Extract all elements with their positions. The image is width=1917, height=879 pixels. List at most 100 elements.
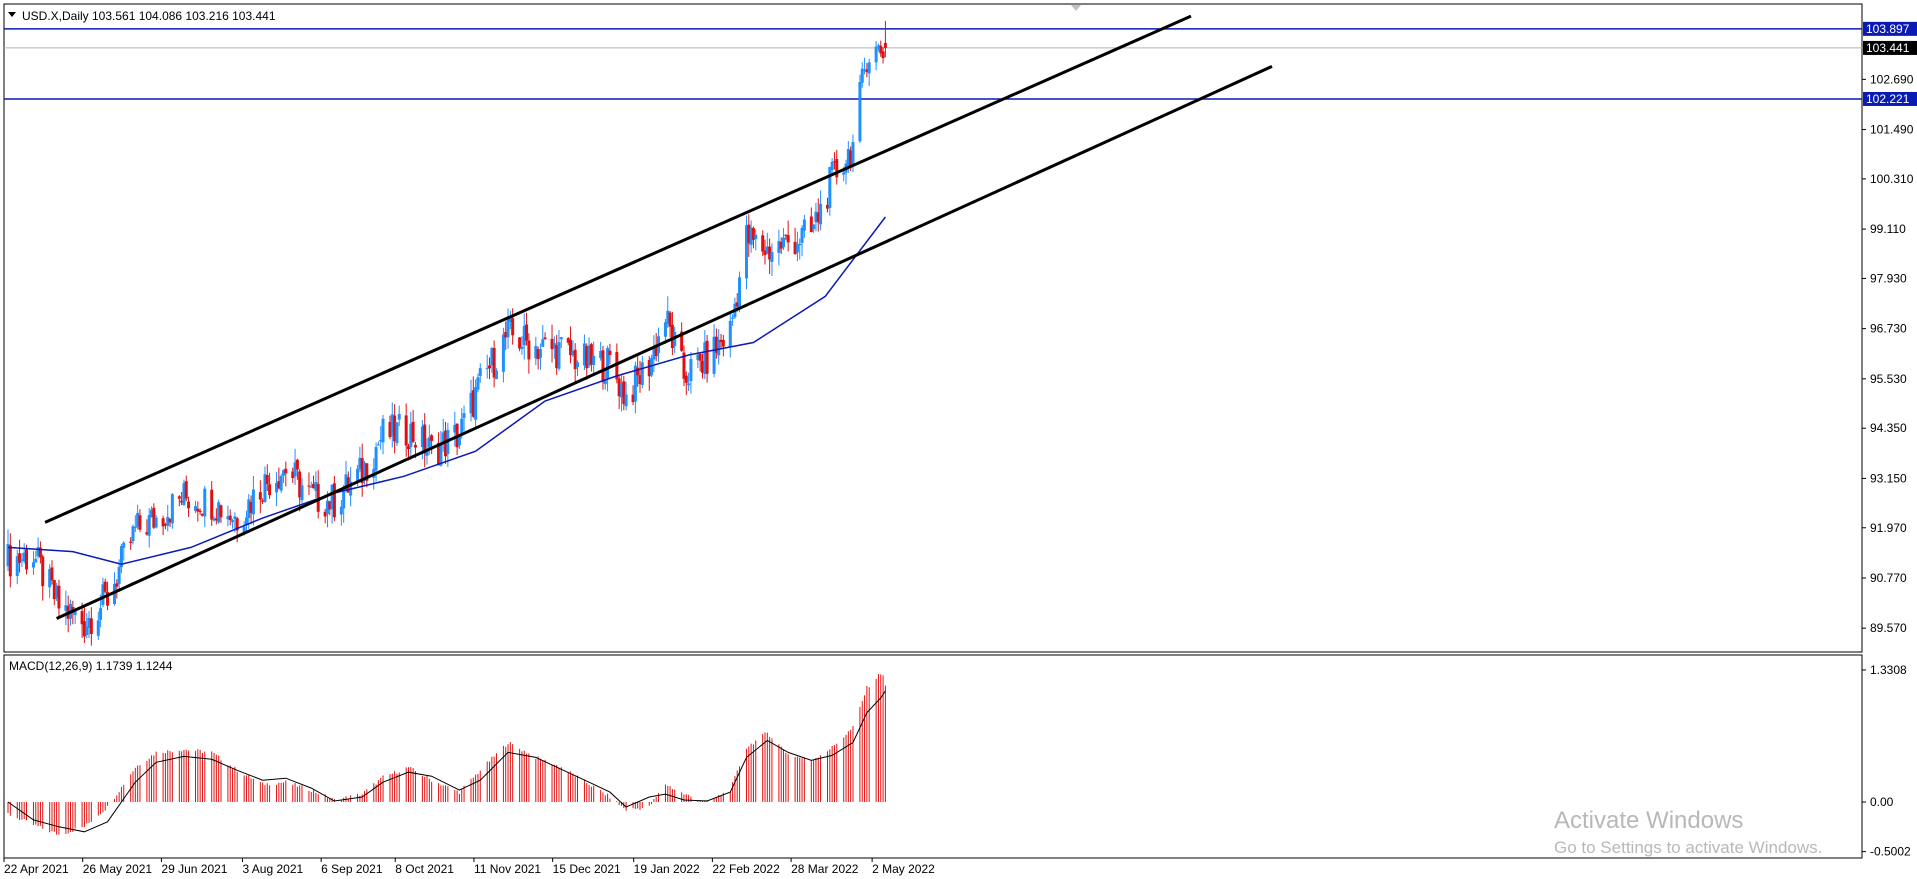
candle-body	[471, 390, 475, 417]
candle-body	[876, 45, 880, 47]
candle-body	[152, 507, 156, 528]
candle-body	[122, 542, 126, 548]
candle-body	[663, 322, 667, 337]
candle-body	[363, 462, 367, 481]
candle-body	[494, 370, 498, 379]
candle-body	[22, 552, 26, 562]
candle-body	[138, 515, 142, 530]
candle-body	[552, 343, 556, 349]
candle-body	[460, 418, 464, 435]
candle-body	[409, 423, 413, 448]
candle-body	[525, 324, 529, 341]
candle-body	[284, 468, 288, 474]
candle-body	[654, 344, 658, 356]
candle-body	[744, 225, 748, 279]
date-tick-label: 26 May 2021	[83, 862, 153, 876]
date-tick-label: 11 Nov 2021	[474, 862, 541, 876]
candle-body	[828, 167, 832, 208]
candle-body	[388, 421, 392, 438]
candle-body	[198, 510, 202, 513]
candle-body	[587, 345, 591, 366]
candle-body	[300, 485, 304, 501]
candle-body	[701, 360, 704, 373]
candle-body	[809, 216, 813, 233]
candle-body	[573, 349, 577, 370]
ohlc-label: 103.561 104.086 103.216 103.441	[92, 9, 276, 23]
candle-body	[826, 204, 830, 209]
channel-upper-trendline[interactable]	[44, 14, 1192, 524]
candle-body	[339, 506, 343, 515]
candle-body	[599, 351, 603, 359]
candle-body	[6, 544, 10, 567]
candle-body	[819, 203, 823, 225]
shift-marker-icon[interactable]	[1071, 5, 1081, 11]
date-tick-label: 15 Dec 2021	[553, 862, 621, 876]
candle-body	[25, 549, 29, 570]
candle-body	[112, 583, 116, 605]
candle-body	[557, 342, 561, 369]
candle-body	[571, 351, 575, 356]
price-tick-label: 101.490	[1870, 123, 1914, 137]
candle-body	[816, 212, 820, 223]
candle-body	[802, 219, 806, 231]
candle-body	[814, 211, 818, 223]
candle-body	[34, 558, 38, 563]
symbol-label: USD.X,Daily	[22, 9, 89, 23]
candle-body	[830, 161, 834, 170]
candle-body	[295, 459, 299, 470]
candle-body	[575, 362, 579, 368]
channel-lower-trendline[interactable]	[55, 65, 1273, 620]
candle-body	[738, 277, 742, 308]
candle-body	[619, 383, 623, 398]
candle-body	[879, 45, 883, 54]
candle-body	[194, 506, 198, 511]
candle-body	[411, 421, 415, 442]
candle-body	[293, 462, 297, 477]
candle-body	[314, 481, 318, 491]
candle-body	[569, 339, 573, 356]
candle-body	[231, 520, 235, 523]
candle-body	[462, 413, 466, 418]
candle-body	[437, 442, 441, 466]
candle-body	[476, 377, 480, 390]
candle-body	[647, 360, 651, 377]
candle-body	[210, 489, 214, 520]
candle-body	[511, 318, 515, 336]
candle-body	[608, 350, 612, 356]
candle-body	[666, 310, 670, 324]
candle-body	[332, 483, 336, 518]
candle-body	[247, 499, 251, 519]
candle-body	[541, 339, 545, 347]
candle-body	[328, 501, 332, 510]
candle-body	[761, 235, 765, 252]
candle-body	[536, 349, 540, 360]
candle-body	[203, 488, 207, 517]
candle-body	[219, 505, 223, 518]
candle-body	[41, 556, 45, 587]
candle-body	[768, 246, 772, 260]
candle-body	[485, 367, 489, 369]
chart-menu-arrow-icon[interactable]	[8, 12, 16, 17]
candle-body	[731, 317, 735, 319]
macd-signal-line	[7, 690, 886, 833]
current-price-tag	[1863, 40, 1917, 55]
candle-body	[633, 365, 637, 402]
price-tick-label: 94.350	[1870, 421, 1907, 435]
candle-body	[99, 608, 103, 620]
candle-body	[636, 367, 640, 376]
candle-body	[624, 394, 628, 407]
date-tick-label: 19 Jan 2022	[634, 862, 700, 876]
candle-body	[478, 368, 482, 376]
candle-body	[842, 172, 846, 175]
candle-body	[615, 352, 619, 380]
price-tick-label: 95.530	[1870, 372, 1907, 386]
candle-body	[603, 379, 607, 385]
candle-body	[589, 344, 593, 365]
candle-body	[85, 626, 89, 636]
candle-body	[379, 439, 383, 442]
candle-body	[631, 394, 635, 403]
candle-body	[650, 358, 654, 376]
candle-body	[488, 365, 492, 369]
candle-body	[682, 352, 686, 379]
